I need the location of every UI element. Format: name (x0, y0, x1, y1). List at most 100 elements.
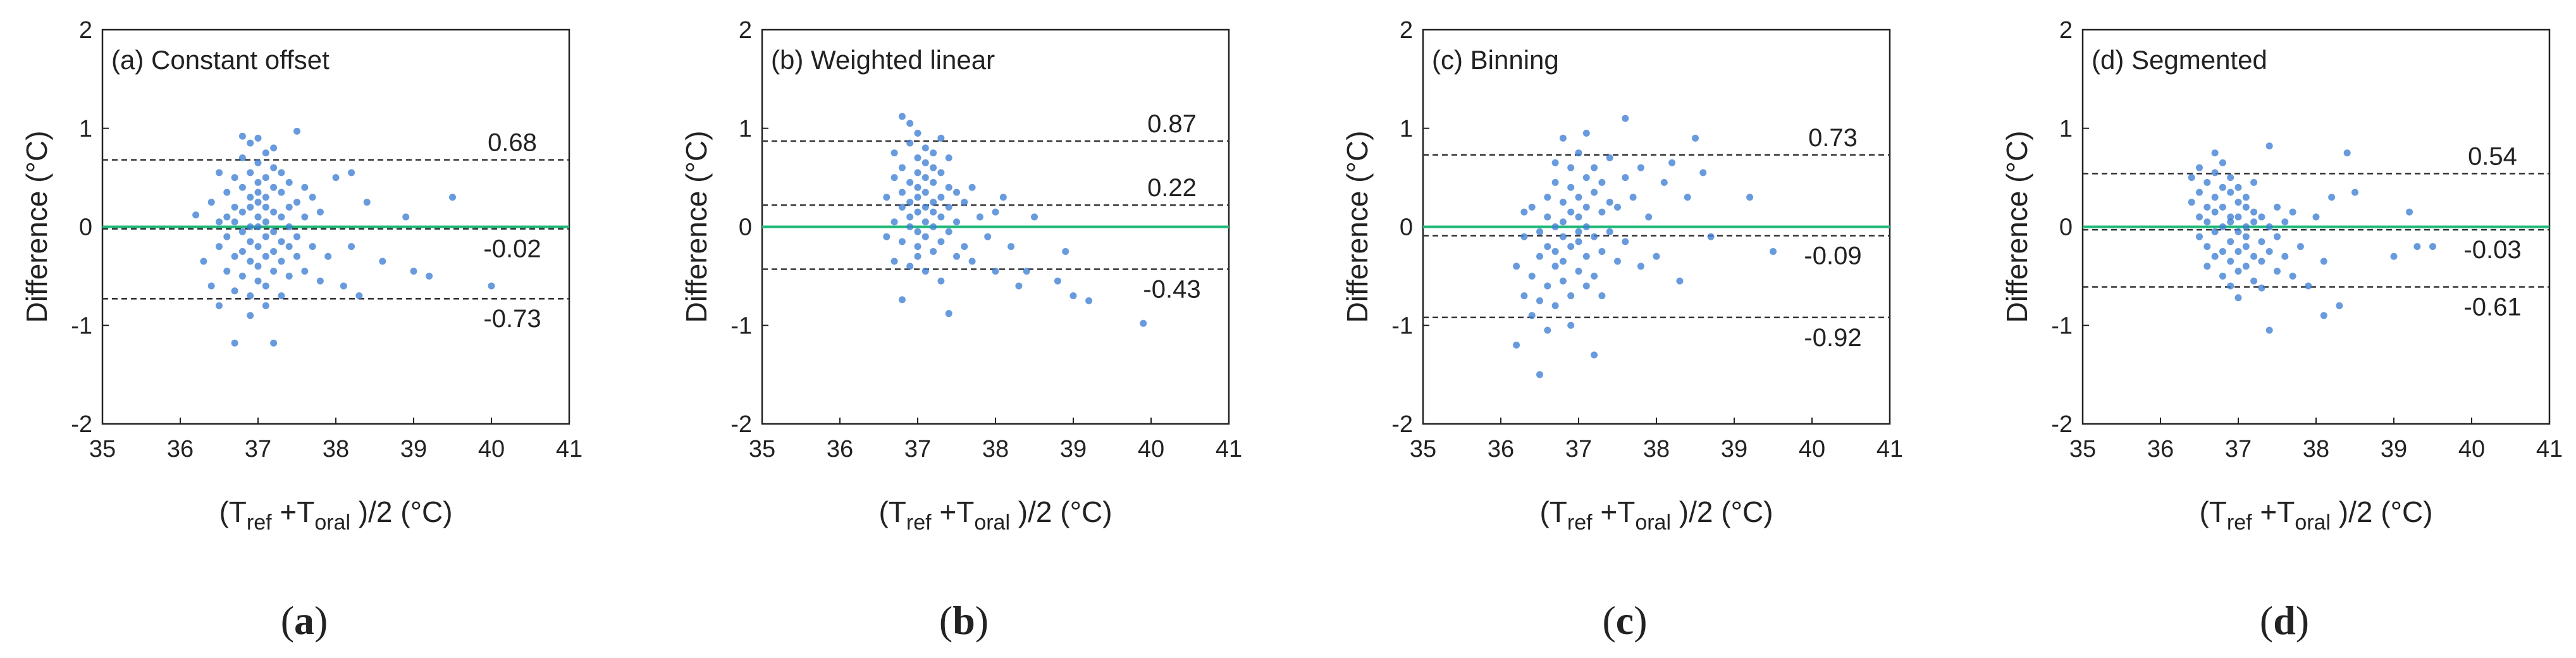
data-point (2196, 213, 2203, 221)
data-point (1606, 154, 1613, 161)
data-point (898, 238, 906, 245)
data-point (1551, 178, 1559, 186)
caption-letter: b (952, 598, 975, 643)
data-point (921, 189, 929, 196)
y-tick-label: 2 (739, 17, 752, 44)
data-point (2211, 149, 2219, 157)
subfigure-caption: (d) (2260, 598, 2309, 643)
data-point (1598, 178, 1606, 186)
limit-label: -0.03 (2463, 236, 2521, 264)
x-axis-label-part: (T (1539, 495, 1567, 528)
data-point (1582, 130, 1590, 137)
panel-a: 2 1 0 -1 -235 36 37 38 39 40 41 0.68 -0.02 -0.73 (a) C… (20, 17, 582, 643)
data-point (2265, 326, 2273, 334)
x-tick-label: 35 (89, 436, 116, 462)
data-point (348, 169, 355, 177)
y-tick-label: 2 (2059, 17, 2073, 44)
data-point (1062, 247, 1069, 255)
x-tick-label: 41 (1877, 436, 1903, 462)
x-axis-label: (Tref +Toral )/2 (°C) (1539, 495, 1773, 535)
data-point (2219, 272, 2226, 280)
data-point (2351, 189, 2358, 196)
data-point (1770, 247, 1777, 255)
data-point (2274, 203, 2281, 211)
data-point (270, 247, 278, 255)
panel-title: (b) Weighted linear (771, 45, 995, 75)
y-axis-label: Difference (°C) (680, 131, 713, 323)
x-tick-label: 38 (982, 436, 1009, 462)
data-point (1567, 243, 1575, 251)
y-axis-label: Difference (°C) (20, 131, 53, 323)
data-point (231, 203, 238, 211)
subfigure-caption: (c) (1602, 598, 1647, 643)
data-point (1520, 292, 1528, 300)
data-point (2234, 183, 2242, 191)
data-point (2196, 233, 2203, 240)
x-tick-label: 35 (2069, 436, 2096, 462)
data-point (247, 238, 254, 245)
data-point (254, 134, 262, 142)
data-point (2234, 213, 2242, 221)
data-point (937, 238, 945, 245)
data-point (883, 233, 891, 240)
data-point (2258, 284, 2265, 292)
data-point (1528, 272, 1536, 280)
data-point (2258, 238, 2265, 245)
data-point (1559, 258, 1567, 265)
x-axis-label-part: oral (314, 511, 350, 535)
data-point (898, 203, 906, 211)
data-point (2274, 233, 2281, 240)
data-point (1598, 208, 1606, 216)
data-point (316, 208, 324, 216)
data-point (2219, 247, 2226, 255)
y-tick-label: -2 (71, 411, 92, 438)
data-point (238, 208, 246, 216)
data-point (937, 277, 945, 285)
data-point (247, 139, 254, 147)
data-point (1008, 243, 1015, 251)
data-point (231, 252, 238, 260)
data-point (1746, 194, 1754, 201)
data-point (1559, 277, 1567, 285)
data-point (216, 302, 223, 309)
data-point (2219, 159, 2226, 166)
x-tick-label: 36 (167, 436, 194, 462)
data-point (1606, 228, 1613, 235)
data-point (247, 312, 254, 320)
data-point (207, 199, 215, 206)
data-point (348, 243, 355, 251)
data-point (285, 178, 293, 186)
data-point (216, 218, 223, 226)
data-point (231, 174, 238, 182)
caption-letter: c (1616, 598, 1634, 643)
x-tick-label: 40 (1138, 436, 1164, 462)
data-point (2227, 282, 2234, 290)
x-tick-label: 41 (1216, 436, 1242, 462)
data-point (402, 213, 410, 221)
data-point (2336, 302, 2343, 309)
data-point (906, 213, 914, 221)
caption-close-paren: ) (975, 598, 989, 643)
data-point (1582, 203, 1590, 211)
data-point (410, 268, 417, 275)
data-point (898, 296, 906, 304)
x-tick-label: 41 (2536, 436, 2563, 462)
data-point (2242, 194, 2250, 201)
data-point (914, 183, 921, 191)
data-point (324, 252, 332, 260)
y-axis-label: Difference (°C) (1341, 131, 1374, 323)
data-point (2250, 178, 2258, 186)
data-point (1614, 203, 1621, 211)
data-point (247, 258, 254, 265)
data-point (278, 258, 285, 265)
data-point (301, 213, 309, 221)
x-axis-label-part: oral (1635, 511, 1671, 535)
data-point (1544, 282, 1551, 290)
data-point (2242, 263, 2250, 270)
data-point (1536, 228, 1543, 235)
y-tick-label: -1 (1391, 313, 1413, 339)
data-point (2274, 268, 2281, 275)
data-point (2305, 282, 2312, 290)
data-point (1551, 302, 1559, 309)
data-point (426, 272, 433, 280)
